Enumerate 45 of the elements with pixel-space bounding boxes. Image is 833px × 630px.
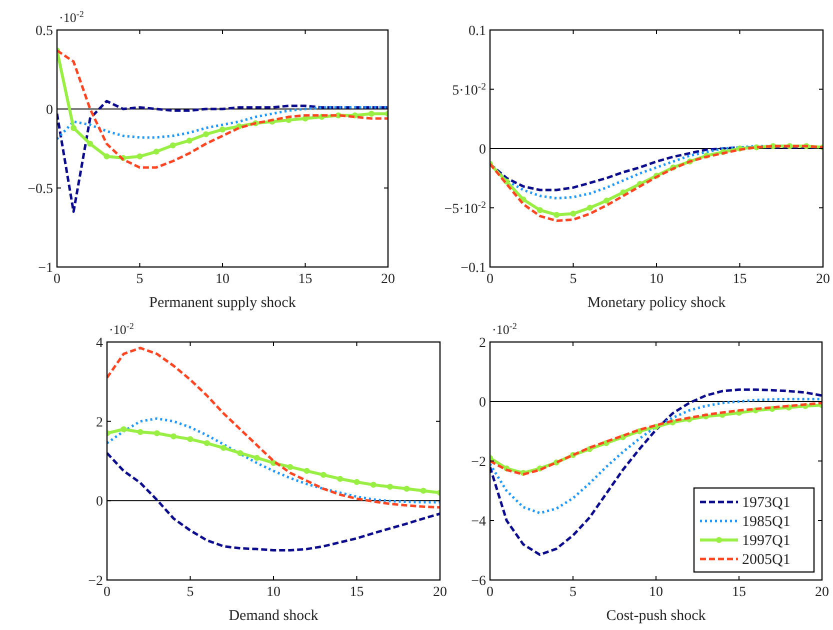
x-axis-title: Demand shock	[228, 608, 319, 624]
x-tick-label: 5	[570, 272, 577, 287]
y-tick-label: 0.1	[468, 24, 486, 39]
x-tick-label: 10	[649, 585, 663, 600]
y-tick-label: −1	[38, 261, 53, 276]
text: ·10$^{-2}$	[492, 321, 518, 337]
x-tick-label: 20	[381, 272, 395, 287]
y-tick-label: 0	[96, 494, 103, 510]
legend-label: 1985Q1	[742, 514, 790, 530]
x-tick-label: 15	[298, 272, 312, 287]
y-tick-label: 4	[96, 336, 103, 351]
y-tick-label: −5·10$^{-2}$	[444, 199, 486, 217]
x-tick-label: 5	[186, 585, 194, 600]
y-tick-label: −2	[88, 574, 103, 589]
legend-label: 1973Q1	[742, 495, 790, 511]
y-tick-label: 0	[479, 142, 486, 158]
x-tick-label: 20	[433, 585, 447, 600]
x-tick-label: 20	[816, 272, 830, 287]
y-tick-label: 0	[479, 396, 486, 410]
y-tick-label: −6	[471, 574, 486, 589]
legend-label: 2005Q1	[742, 552, 790, 568]
x-tick-label: 5	[570, 585, 576, 600]
text: ·10$^{-2}$	[59, 9, 84, 25]
y-tick-label: 2	[479, 336, 486, 351]
x-axis-title: Cost-push shock	[606, 608, 706, 624]
x-axis-title: Permanent supply shock	[149, 295, 296, 311]
x-axis-title: Monetary policy shock	[587, 295, 726, 311]
x-tick-label: 15	[732, 272, 747, 287]
x-tick-label: 5	[136, 272, 144, 287]
x-tick-label: 10	[216, 272, 230, 287]
y-tick-label: 0	[46, 103, 53, 118]
y-tick-label: −4	[471, 514, 486, 530]
x-tick-label: 10	[266, 585, 280, 600]
x-tick-label: 10	[650, 272, 664, 287]
y-tick-label: −2	[471, 455, 486, 470]
x-tick-label: 15	[732, 585, 746, 600]
y-tick-label: 2	[96, 415, 103, 430]
text: ·10$^{-2}$	[109, 321, 134, 337]
x-tick-label: 15	[350, 585, 364, 600]
y-tick-label: −0.1	[460, 261, 486, 276]
y-tick-label: 5·10$^{-2}$	[452, 80, 486, 98]
y-tick-label: 0.5	[36, 24, 53, 39]
y-tick-label: −0.5	[28, 182, 53, 197]
x-tick-label: 20	[815, 585, 829, 600]
legend-label: 1997Q1	[742, 533, 790, 549]
